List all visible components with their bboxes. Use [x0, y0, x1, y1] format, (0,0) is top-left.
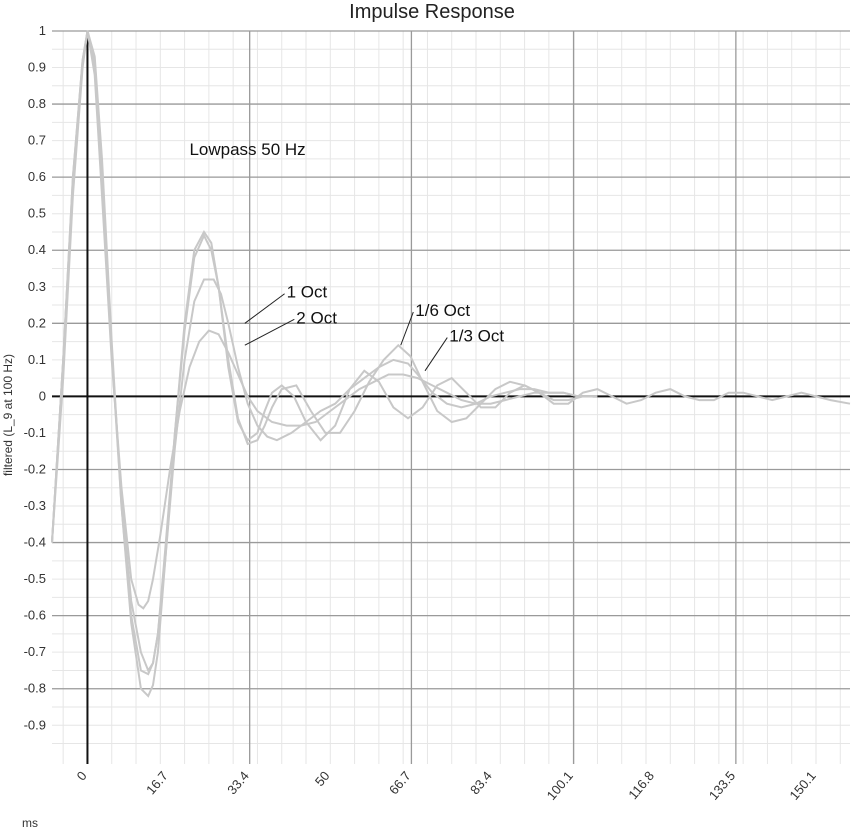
x-tick-label: 66.7 [386, 768, 414, 797]
y-tick-label: 0.1 [28, 352, 46, 367]
y-tick-label: 0.6 [28, 169, 46, 184]
x-tick-label: 100.1 [544, 768, 576, 803]
x-tick-label: 83.4 [467, 768, 495, 797]
y-tick-label: -0.6 [24, 608, 46, 623]
axes [52, 31, 850, 764]
y-tick-label: -0.4 [24, 535, 46, 550]
annotation-label: 1/6 Oct [415, 301, 470, 320]
series-line-3 [51, 30, 593, 673]
y-tick-labels: 1 0.9 0.8 0.7 0.6 0.5 0.4 0.3 0.2 0.1 0 -0.1 -0.2 -0.… [24, 23, 46, 732]
x-tick-label: 133.5 [706, 768, 738, 803]
y-tick-label: -0.1 [24, 425, 46, 440]
annotation-leader [244, 318, 295, 346]
x-tick-label: 50 [312, 768, 333, 789]
y-tick-label: 0.8 [28, 96, 46, 111]
y-tick-label: 0 [39, 388, 46, 403]
y-tick-label: -0.9 [24, 717, 46, 732]
y-tick-label: -0.2 [24, 461, 46, 476]
y-tick-label: -0.5 [24, 571, 46, 586]
x-tick-label: 0 [74, 768, 90, 783]
annotation-leader [424, 337, 448, 372]
y-tick-label: 0.4 [28, 242, 46, 257]
x-tick-labels: 0 16.7 33.4 50 66.7 83.4 100.1 116.8 133.5 150.1 [74, 768, 819, 803]
y-axis-label: filtered (L_9 at 100 Hz) [1, 354, 15, 476]
x-tick-label: 16.7 [143, 768, 171, 797]
y-tick-label: -0.3 [24, 498, 46, 513]
annotation-leader [244, 293, 285, 324]
x-tick-label: 150.1 [786, 768, 818, 803]
series-line-2 [51, 30, 598, 676]
x-tick-label: 116.8 [625, 768, 657, 802]
annotation-leader [400, 311, 414, 346]
grid [52, 30, 850, 764]
annotation-label: 1/3 Oct [449, 327, 504, 346]
y-tick-label: 0.5 [28, 206, 46, 221]
y-tick-label: 0.7 [28, 133, 46, 148]
y-tick-label: 0.3 [28, 279, 46, 294]
chart-title: Impulse Response [349, 1, 515, 23]
y-tick-label: -0.7 [24, 644, 46, 659]
annotation-label: Lowpass 50 Hz [189, 140, 305, 159]
series-group [51, 30, 851, 698]
annotation-label: 2 Oct [296, 308, 337, 327]
y-tick-label: 0.9 [28, 60, 46, 75]
y-tick-label: 1 [39, 23, 46, 38]
annotation-label: 1 Oct [287, 283, 328, 302]
series-line-1 [51, 30, 851, 698]
y-tick-label: -0.8 [24, 681, 46, 696]
annotations: Lowpass 50 Hz 1 Oct 2 Oct 1/6 Oct 1/3 Oct [189, 140, 504, 372]
y-tick-label: 0.2 [28, 315, 46, 330]
series-line-4 [51, 30, 593, 610]
x-tick-label: 33.4 [224, 768, 252, 797]
x-axis-label: ms [22, 816, 38, 830]
